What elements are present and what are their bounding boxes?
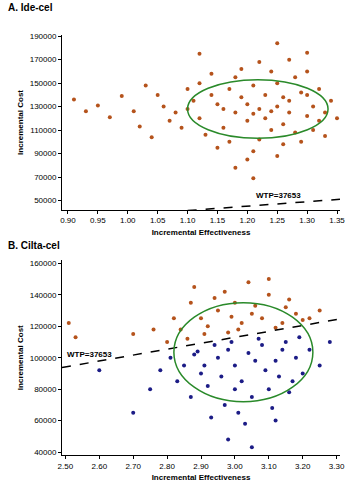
svg-text:1.25: 1.25 [269,216,285,225]
svg-text:Incremental Cost: Incremental Cost [16,325,25,390]
svg-text:WTP=37653: WTP=37653 [256,191,301,200]
svg-text:80000: 80000 [34,385,57,394]
svg-text:1.10: 1.10 [180,216,196,225]
svg-text:3.00: 3.00 [227,462,243,471]
svg-text:2.60: 2.60 [92,462,108,471]
svg-text:2.70: 2.70 [125,462,141,471]
svg-text:170000: 170000 [30,55,57,64]
svg-text:70000: 70000 [34,173,57,182]
svg-text:1.05: 1.05 [150,216,166,225]
svg-text:1.00: 1.00 [120,216,136,225]
svg-text:Incremental Effectiveness: Incremental Effectiveness [152,228,251,237]
svg-text:40000: 40000 [34,448,57,457]
svg-text:90000: 90000 [34,149,57,158]
svg-text:100000: 100000 [30,353,57,362]
svg-text:3.30: 3.30 [329,462,345,471]
svg-text:B. Cilta-cel: B. Cilta-cel [8,240,60,251]
svg-text:WTP=37653: WTP=37653 [67,350,112,359]
svg-text:120000: 120000 [30,322,57,331]
svg-text:1.30: 1.30 [299,216,315,225]
svg-text:0.90: 0.90 [60,216,76,225]
svg-text:Incremental Effectiveness: Incremental Effectiveness [152,473,251,482]
svg-text:50000: 50000 [34,196,57,205]
svg-text:150000: 150000 [30,79,57,88]
svg-text:140000: 140000 [30,291,57,300]
svg-text:60000: 60000 [34,416,57,425]
svg-text:A. Ide-cel: A. Ide-cel [8,2,53,13]
svg-text:1.35: 1.35 [329,216,345,225]
svg-text:3.10: 3.10 [261,462,277,471]
svg-text:0.95: 0.95 [90,216,106,225]
svg-text:2.90: 2.90 [193,462,209,471]
svg-text:160000: 160000 [30,259,57,268]
svg-text:1.20: 1.20 [240,216,256,225]
svg-text:110000: 110000 [30,126,57,135]
svg-text:2.80: 2.80 [159,462,175,471]
svg-text:190000: 190000 [30,32,57,41]
svg-text:1.15: 1.15 [210,216,226,225]
svg-text:Incremental Cost: Incremental Cost [16,90,25,155]
svg-text:130000: 130000 [30,102,57,111]
svg-text:3.20: 3.20 [295,462,311,471]
svg-text:2.50: 2.50 [58,462,74,471]
